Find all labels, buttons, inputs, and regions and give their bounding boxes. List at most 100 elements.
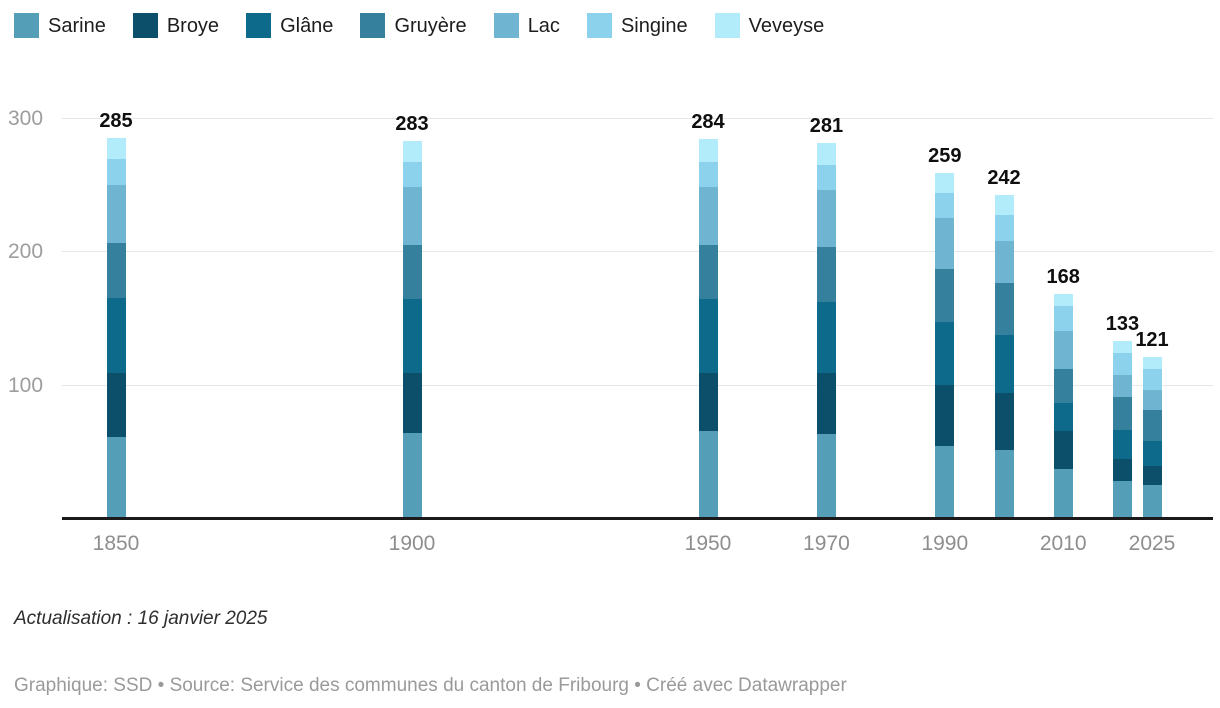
bar-segment-2010-gruyere[interactable] <box>1053 368 1073 404</box>
bar-segment-2020-sarine[interactable] <box>1112 480 1132 518</box>
x-axis-tick-label: 2010 <box>1039 532 1087 555</box>
bar-total-label: 242 <box>987 167 1021 190</box>
bar-segment-1900-veveyse[interactable] <box>402 140 422 162</box>
bar-total-label: 281 <box>809 115 844 138</box>
bar-segment-2025-gruyere[interactable] <box>1142 410 1162 441</box>
bar-segment-1970-broye[interactable] <box>816 372 836 434</box>
bar-segment-1970-glane[interactable] <box>816 302 836 373</box>
bar-segment-2010-sarine[interactable] <box>1053 468 1073 518</box>
x-axis-tick-label: 1990 <box>921 532 969 555</box>
gridline-y300 <box>62 118 1213 119</box>
bar-segment-1950-gruyere[interactable] <box>698 244 718 300</box>
x-axis-tick-label: 1850 <box>92 532 140 555</box>
legend-label: Gruyère <box>394 14 467 37</box>
bar-segment-2020-broye[interactable] <box>1112 459 1132 481</box>
bar-segment-1970-gruyere[interactable] <box>816 247 836 302</box>
bar-segment-2020-lac[interactable] <box>1112 375 1132 397</box>
bar-segment-1850-veveyse[interactable] <box>106 138 126 160</box>
bar-segment-1950-glane[interactable] <box>698 299 718 373</box>
legend-swatch-icon <box>586 13 612 38</box>
bar-total-label: 168 <box>1046 266 1080 288</box>
legend-swatch-icon <box>246 13 272 38</box>
x-axis-tick-label: 2025 <box>1128 532 1176 555</box>
legend-item-glane[interactable]: Glâne <box>246 13 333 38</box>
bar-segment-1850-sarine[interactable] <box>106 436 126 518</box>
bar-segment-2020-gruyere[interactable] <box>1112 396 1132 430</box>
bar-segment-1950-lac[interactable] <box>698 187 718 245</box>
legend-swatch-icon <box>132 13 158 38</box>
bar-segment-2020-singine[interactable] <box>1112 352 1132 376</box>
legend-label: Sarine <box>48 14 106 37</box>
bar-segment-1970-singine[interactable] <box>816 164 836 190</box>
y-axis-tick-label: 300 <box>8 107 44 130</box>
legend-swatch-icon <box>360 13 386 38</box>
bar-segment-1900-gruyere[interactable] <box>402 244 422 300</box>
legend-item-singine[interactable]: Singine <box>586 13 688 38</box>
bar-segment-2025-singine[interactable] <box>1142 368 1162 390</box>
bar-segment-1850-lac[interactable] <box>106 184 126 244</box>
gridline-y200 <box>62 251 1213 253</box>
bar-segment-1900-sarine[interactable] <box>402 432 422 518</box>
bar-segment-1990-veveyse[interactable] <box>935 172 955 193</box>
attribution-line: Graphique: SSD • Source: Service des com… <box>14 675 847 696</box>
bar-segment-2010-glane[interactable] <box>1053 403 1073 432</box>
legend-swatch-icon <box>14 13 39 38</box>
bar-segment-1900-singine[interactable] <box>402 162 422 188</box>
bar-segment-2000-gruyere[interactable] <box>994 283 1014 336</box>
bar-segment-2010-singine[interactable] <box>1053 306 1073 332</box>
bar-segment-2025-sarine[interactable] <box>1142 484 1162 518</box>
x-axis-line <box>62 517 1213 520</box>
bar-segment-1970-sarine[interactable] <box>816 434 836 518</box>
bar-segment-2010-veveyse[interactable] <box>1053 294 1073 306</box>
bar-segment-2010-lac[interactable] <box>1053 331 1073 369</box>
legend-label: Glâne <box>280 14 334 37</box>
bar-segment-1900-lac[interactable] <box>402 187 422 245</box>
bar-segment-2020-glane[interactable] <box>1112 430 1132 460</box>
bar-segment-1990-sarine[interactable] <box>935 446 955 518</box>
legend-swatch-icon <box>493 13 519 38</box>
bar-total-label: 283 <box>395 112 429 135</box>
bar-segment-2025-glane[interactable] <box>1142 440 1162 466</box>
bar-segment-2000-broye[interactable] <box>994 392 1014 450</box>
bar-segment-1970-lac[interactable] <box>816 190 836 248</box>
legend-item-veveyse[interactable]: Veveyse <box>714 13 824 38</box>
bar-segment-1850-broye[interactable] <box>106 372 126 437</box>
bar-segment-1990-broye[interactable] <box>935 384 955 446</box>
legend-item-broye[interactable]: Broye <box>132 13 219 38</box>
bar-total-label: 284 <box>691 111 725 134</box>
bar-segment-1970-veveyse[interactable] <box>816 143 836 165</box>
bar-segment-1950-sarine[interactable] <box>698 431 718 518</box>
x-axis-tick-label: 1950 <box>684 532 732 555</box>
bar-segment-1990-glane[interactable] <box>935 322 955 385</box>
bar-segment-2025-lac[interactable] <box>1142 390 1162 410</box>
bar-segment-1950-veveyse[interactable] <box>698 139 718 162</box>
bar-segment-1990-gruyere[interactable] <box>935 268 955 322</box>
bar-segment-1850-gruyere[interactable] <box>106 243 126 298</box>
x-axis-tick-label: 1970 <box>803 532 850 555</box>
legend-item-sarine[interactable]: Sarine <box>14 13 106 38</box>
bar-segment-2000-singine[interactable] <box>994 215 1014 241</box>
bar-segment-1950-singine[interactable] <box>698 162 718 188</box>
bar-segment-2000-veveyse[interactable] <box>994 195 1014 216</box>
legend: Sarine Broye Glâne Gruyère Lac Singine Veveyse <box>14 13 1210 38</box>
x-axis-tick-label: 1900 <box>388 532 436 555</box>
bar-segment-1990-singine[interactable] <box>935 192 955 218</box>
legend-item-lac[interactable]: Lac <box>493 13 560 38</box>
legend-label: Lac <box>527 14 560 37</box>
bar-segment-1850-glane[interactable] <box>106 298 126 373</box>
bar-segment-2000-sarine[interactable] <box>994 450 1014 518</box>
bar-segment-2025-veveyse[interactable] <box>1142 356 1162 369</box>
bar-total-label: 121 <box>1135 328 1169 351</box>
bar-segment-2010-broye[interactable] <box>1053 431 1073 469</box>
bar-segment-2000-lac[interactable] <box>994 240 1014 284</box>
bar-segment-1990-lac[interactable] <box>935 218 955 269</box>
bar-segment-2020-veveyse[interactable] <box>1112 340 1132 353</box>
legend-item-gruyere[interactable]: Gruyère <box>360 13 467 38</box>
bar-segment-1900-glane[interactable] <box>402 299 422 373</box>
bar-segment-2025-broye[interactable] <box>1142 466 1162 485</box>
bar-segment-2000-glane[interactable] <box>994 335 1014 393</box>
bar-segment-1850-singine[interactable] <box>106 159 126 185</box>
bar-segment-1900-broye[interactable] <box>402 372 422 433</box>
bar-segment-1950-broye[interactable] <box>698 372 718 432</box>
